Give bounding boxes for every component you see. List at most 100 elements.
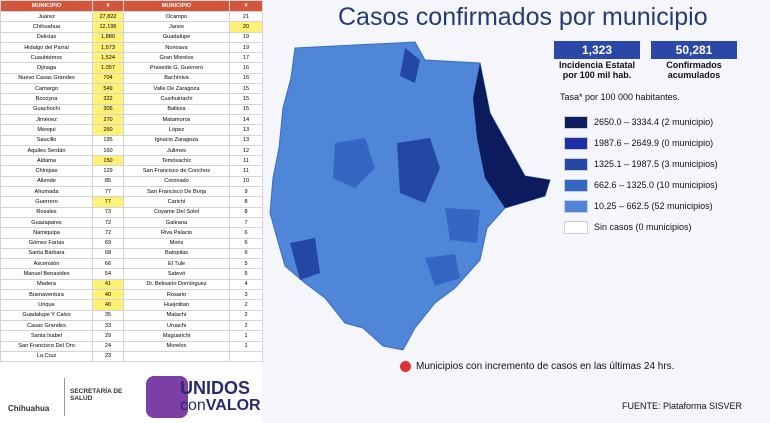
- count-cell: 1,057: [92, 62, 124, 74]
- municipio-cell: Camargo: [0, 83, 93, 95]
- municipio-cell: Ojinaga: [0, 62, 93, 74]
- count-cell: 305: [92, 103, 124, 115]
- municipio-cell: Dr. Belisario Domínguez: [123, 278, 230, 291]
- municipio-cell: San Francisco de Conchos: [123, 165, 230, 177]
- count-cell: 6: [229, 237, 263, 249]
- count-cell: 16: [229, 72, 263, 85]
- count-cell: 1,573: [92, 41, 124, 54]
- legend-swatch: [564, 158, 588, 171]
- header-cell: MUNICIPIO: [0, 0, 93, 12]
- count-cell: 2: [229, 309, 263, 321]
- legend-swatch: [564, 137, 588, 150]
- count-cell: 40: [92, 289, 124, 301]
- count-cell: 33: [92, 319, 124, 332]
- municipio-cell: Matamoros: [123, 113, 230, 126]
- map: [269, 41, 551, 351]
- table-row: Guadalupe Y Calvo 35 Matachí 2: [0, 309, 263, 321]
- count-cell: 150: [92, 155, 124, 167]
- region: [397, 138, 440, 203]
- municipio-cell: Aldama: [0, 155, 93, 167]
- municipio-cell: Meoqui: [0, 124, 93, 136]
- table-row: Aldama 150 Temósachic 11: [0, 155, 263, 167]
- municipio-cell: Ignacio Zaragoza: [123, 134, 230, 146]
- count-cell: 549: [92, 83, 124, 95]
- count-cell: 19: [229, 41, 263, 54]
- municipio-cell: Jiménez: [0, 113, 93, 126]
- municipio-cell: Guachochi: [0, 103, 93, 115]
- municipio-cell: Cuauhtémoc: [0, 52, 93, 64]
- divider: [64, 378, 65, 416]
- table-row: Santa Bárbara 68 Batopilas 6: [0, 247, 263, 260]
- municipio-cell: Temósachic: [123, 155, 230, 167]
- count-cell: 68: [92, 247, 124, 260]
- municipio-cell: Buenaventura: [0, 289, 93, 301]
- count-cell: 2: [229, 299, 263, 311]
- count-cell: 85: [92, 175, 124, 188]
- municipio-cell: Casas Grandes: [0, 319, 93, 332]
- table-row: Nuevo Casas Grandes 704 Bachíniva 16: [0, 72, 263, 85]
- municipio-cell: Carichí: [123, 196, 230, 208]
- municipio-cell: Uruachi: [123, 319, 230, 332]
- count-cell: 16: [229, 62, 263, 74]
- count-cell: 29: [92, 330, 124, 342]
- source: FUENTE: Plataforma SISVER: [622, 401, 743, 411]
- count-cell: 704: [92, 72, 124, 85]
- stat-value: 1,323: [554, 41, 640, 59]
- count-cell: 322: [92, 93, 124, 105]
- count-cell: 72: [92, 216, 124, 229]
- count-cell: 1,880: [92, 31, 124, 43]
- municipio-cell: Aquiles Serdán: [0, 144, 93, 157]
- municipio-cell: Hidalgo del Parral: [0, 41, 93, 54]
- table-row: San Francisco Del Oro 24 Morelos 1: [0, 340, 263, 352]
- table-row: Chihuahua 12,195 Janos 20: [0, 21, 263, 33]
- municipio-cell: Allende: [0, 175, 93, 188]
- table-row: Meoqui 260 López 13: [0, 124, 263, 136]
- legend-label: Sin casos (0 municipios): [594, 221, 692, 232]
- municipio-cell: Guadalupe Y Calvo: [0, 309, 93, 321]
- count-cell: 1: [229, 340, 263, 352]
- count-cell: 7: [229, 216, 263, 229]
- stat-label: Incidencia Estatal por 100 mil hab.: [558, 60, 636, 80]
- count-cell: 11: [229, 165, 263, 177]
- count-cell: 15: [229, 103, 263, 115]
- table-row: Chínipas 129 San Francisco de Conchos 11: [0, 165, 263, 177]
- municipio-cell: Satevó: [123, 268, 230, 280]
- count-cell: 2: [229, 319, 263, 332]
- municipio-cell: Bocoyna: [0, 93, 93, 105]
- count-cell: 14: [229, 113, 263, 126]
- municipio-cell: Saucillo: [0, 134, 93, 146]
- municipio-cell: Cusihuiriachi: [123, 93, 230, 105]
- municipio-cell: Julimes: [123, 144, 230, 157]
- count-cell: 13: [229, 124, 263, 136]
- legend-label: 662.6 – 1325.0 (10 municipios): [594, 179, 718, 190]
- table-row: Allende 85 Coronado 10: [0, 175, 263, 188]
- municipio-cell: Nonoava: [123, 41, 230, 54]
- count-cell: 13: [229, 134, 263, 146]
- table-row: Juárez 27,822 Ocampo 21: [0, 10, 263, 23]
- count-cell: 24: [92, 340, 124, 352]
- count-cell: 12: [229, 144, 263, 157]
- municipio-cell: Ocampo: [123, 10, 230, 23]
- stat-value: 50,281: [651, 41, 737, 59]
- empty-cell: [229, 350, 263, 363]
- municipio-cell: Nuevo Casas Grandes: [0, 72, 93, 85]
- stat-label: Confirmados acumulados: [666, 60, 722, 80]
- header-cell: #: [229, 0, 263, 12]
- count-cell: 10: [229, 175, 263, 188]
- header-row: MUNICIPIO # MUNICIPIO #: [0, 0, 263, 12]
- municipio-cell: Coyame Del Sotol: [123, 206, 230, 218]
- region: [425, 254, 460, 286]
- municipio-cell: Praxedis G. Guerrero: [123, 62, 230, 74]
- municipio-cell: Bachíniva: [123, 72, 230, 85]
- municipio-cell: Moris: [123, 237, 230, 249]
- municipio-cell: Delicias: [0, 31, 93, 43]
- count-cell: 17: [229, 52, 263, 64]
- municipio-cell: Rosales: [0, 206, 93, 218]
- table-row: Cuauhtémoc 1,524 Gran Morelos 17: [0, 52, 263, 64]
- municipio-cell: La Cruz: [0, 350, 93, 363]
- count-cell: 5: [229, 268, 263, 280]
- table-row: Rosales 73 Coyame Del Sotol 8: [0, 206, 263, 218]
- table-row: Namiquipa 72 Riva Palacio 6: [0, 227, 263, 239]
- count-cell: 27,822: [92, 10, 124, 23]
- count-cell: 9: [229, 186, 263, 198]
